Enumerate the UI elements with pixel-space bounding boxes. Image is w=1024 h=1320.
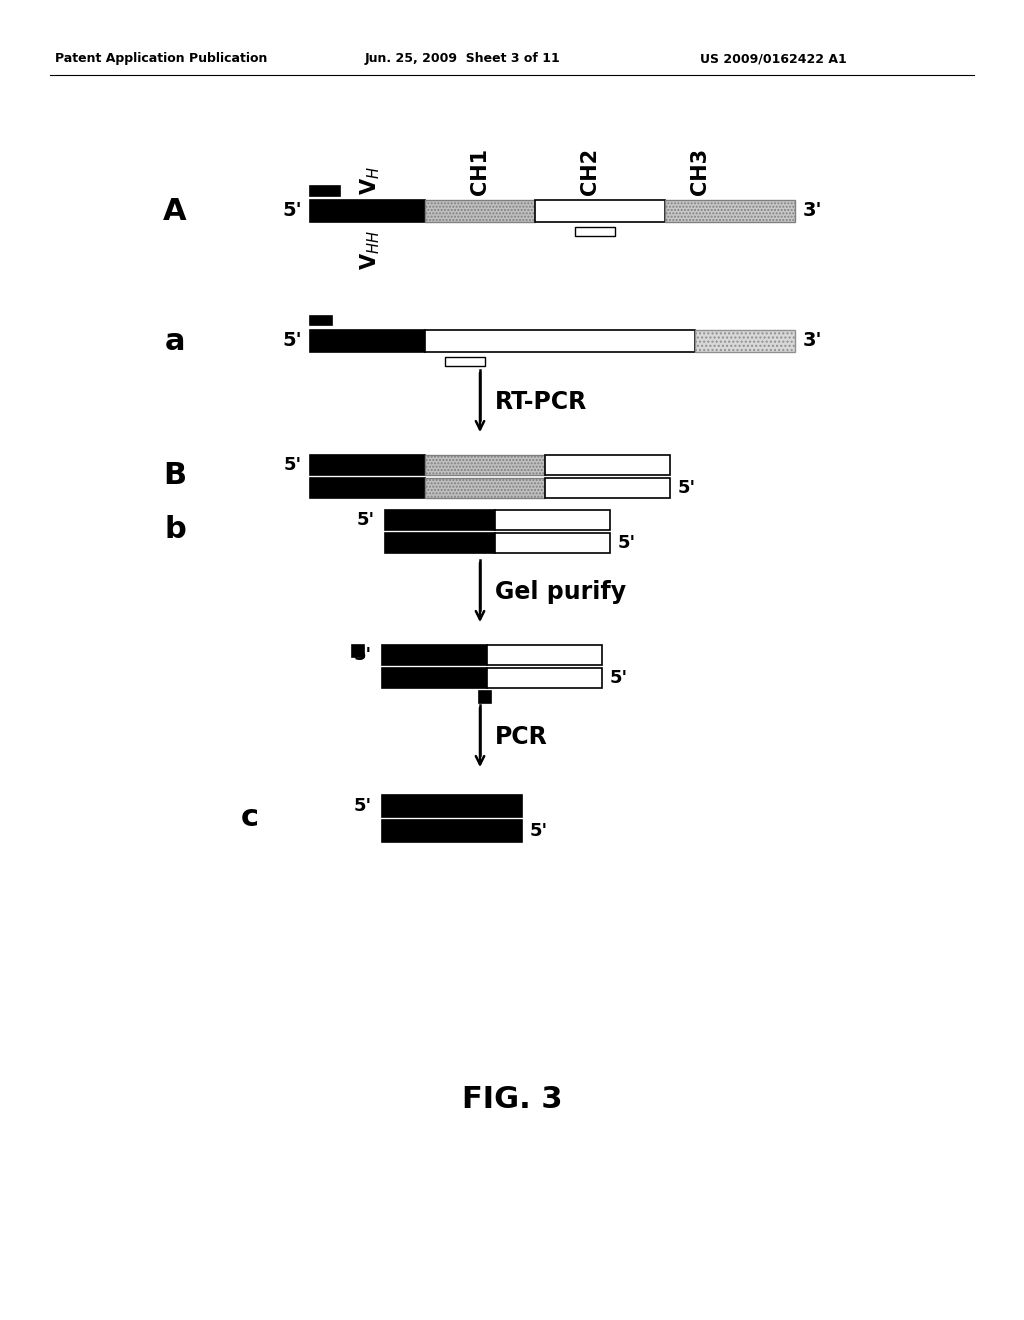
Bar [425, 455, 545, 475]
Bar [310, 330, 425, 352]
Bar [425, 201, 535, 222]
Bar [310, 478, 425, 498]
Bar [310, 315, 332, 325]
Text: CH3: CH3 [690, 148, 710, 195]
Bar [487, 645, 602, 665]
Text: 3': 3' [803, 331, 822, 351]
Bar [310, 455, 425, 475]
Text: A: A [163, 197, 186, 226]
Bar [487, 668, 602, 688]
Text: US 2009/0162422 A1: US 2009/0162422 A1 [700, 51, 847, 65]
Bar [445, 356, 485, 366]
Text: 5': 5' [354, 797, 372, 814]
Text: b: b [164, 516, 186, 544]
Bar [310, 201, 425, 222]
Bar [495, 510, 610, 531]
Bar [385, 533, 495, 553]
Text: a: a [165, 326, 185, 355]
Bar [382, 645, 487, 665]
Text: 5': 5' [283, 202, 302, 220]
Bar [665, 201, 795, 222]
Bar [382, 820, 522, 842]
Text: 5': 5' [284, 455, 302, 474]
Bar [310, 186, 340, 195]
Bar [385, 510, 495, 531]
Bar [495, 533, 610, 553]
Bar [479, 690, 490, 704]
Text: 5': 5' [618, 535, 636, 552]
Text: CH2: CH2 [580, 148, 600, 195]
Text: 5': 5' [530, 822, 548, 840]
Bar [425, 478, 545, 498]
Text: c: c [241, 803, 259, 832]
Bar [382, 795, 522, 817]
Text: CH1: CH1 [470, 148, 490, 195]
Text: B: B [164, 461, 186, 490]
Bar [575, 227, 615, 236]
Text: 3': 3' [803, 202, 822, 220]
Bar [352, 645, 364, 657]
Text: 5': 5' [354, 645, 372, 664]
Text: Patent Application Publication: Patent Application Publication [55, 51, 267, 65]
Bar [545, 455, 670, 475]
Bar [382, 668, 487, 688]
Text: V$_H$: V$_H$ [358, 166, 382, 195]
Text: PCR: PCR [495, 725, 548, 748]
Bar [535, 201, 665, 222]
Text: 5': 5' [678, 479, 696, 498]
Bar [695, 330, 795, 352]
Text: Gel purify: Gel purify [495, 579, 626, 605]
Text: RT-PCR: RT-PCR [495, 389, 587, 414]
Bar [425, 330, 695, 352]
Text: 5': 5' [610, 669, 628, 686]
Text: Jun. 25, 2009  Sheet 3 of 11: Jun. 25, 2009 Sheet 3 of 11 [365, 51, 561, 65]
Text: 5': 5' [283, 331, 302, 351]
Bar [545, 478, 670, 498]
Text: V$_{HH}$: V$_{HH}$ [358, 230, 382, 271]
Text: 5': 5' [357, 511, 375, 529]
Text: FIG. 3: FIG. 3 [462, 1085, 562, 1114]
